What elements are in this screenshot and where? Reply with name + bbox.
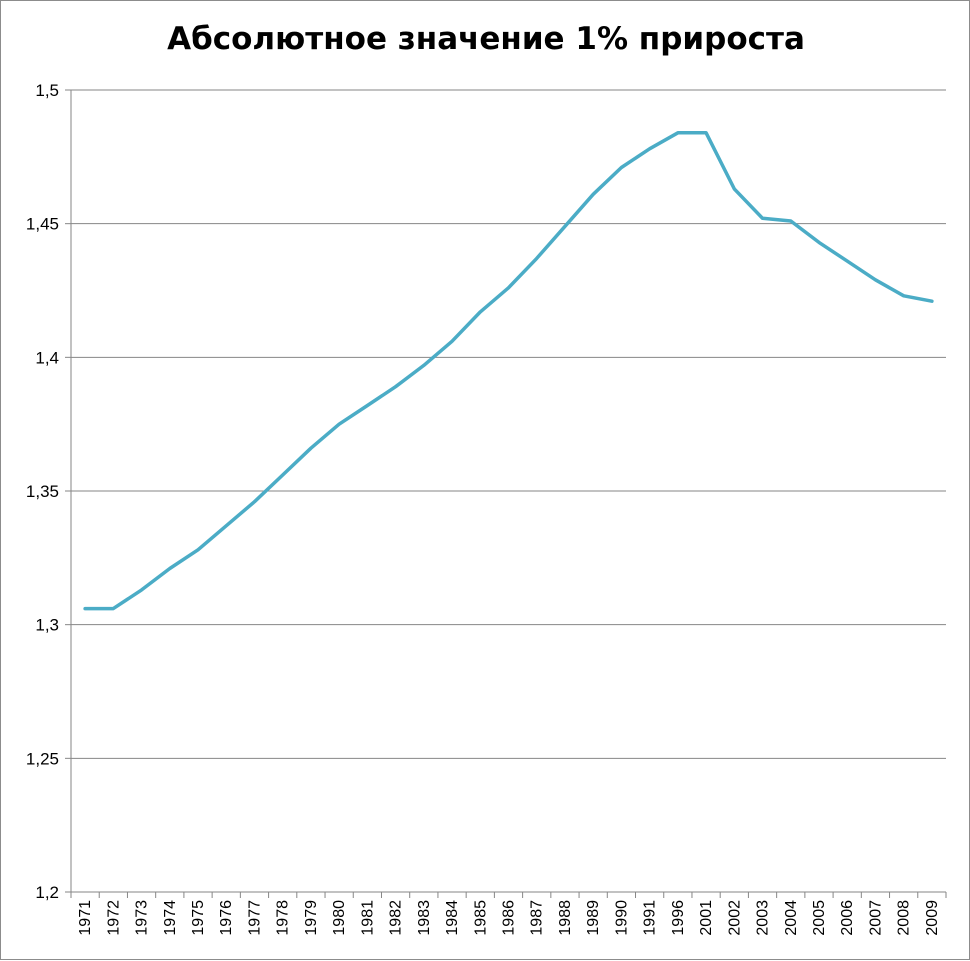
y-tick-label: 1,4 bbox=[35, 348, 59, 367]
series-line bbox=[83, 131, 934, 611]
data-point bbox=[224, 524, 228, 528]
x-tick-label: 1988 bbox=[557, 900, 574, 936]
x-tick-label: 1974 bbox=[162, 900, 179, 936]
data-point bbox=[902, 294, 906, 298]
x-tick-label: 1991 bbox=[642, 900, 659, 936]
x-tick-label: 1980 bbox=[331, 900, 348, 936]
x-tick-label: 1989 bbox=[585, 900, 602, 936]
data-point bbox=[507, 286, 511, 290]
data-point bbox=[309, 446, 313, 450]
x-tick-label: 2004 bbox=[783, 900, 800, 936]
x-tick-label: 1983 bbox=[416, 900, 433, 936]
data-point bbox=[873, 278, 877, 282]
data-point bbox=[281, 473, 285, 477]
x-tick-label: 1996 bbox=[670, 900, 687, 936]
x-tick-label: 1987 bbox=[529, 900, 546, 936]
x-tick-label: 2001 bbox=[698, 900, 715, 936]
x-tick-label: 1986 bbox=[501, 900, 518, 936]
data-point bbox=[591, 192, 595, 196]
y-tick-label: 1,2 bbox=[35, 883, 59, 902]
data-point bbox=[394, 385, 398, 389]
data-point bbox=[478, 310, 482, 314]
data-point bbox=[168, 567, 172, 571]
chart-title: Абсолютное значение 1% прироста bbox=[167, 21, 805, 57]
x-tick-label: 1978 bbox=[275, 900, 292, 936]
x-tick-label: 1971 bbox=[77, 900, 94, 936]
data-point bbox=[535, 256, 539, 260]
y-tick-label: 1,5 bbox=[35, 81, 59, 100]
data-point bbox=[789, 219, 793, 223]
data-point bbox=[704, 131, 708, 135]
y-tick-label: 1,3 bbox=[35, 616, 59, 635]
data-point bbox=[252, 500, 256, 504]
data-point bbox=[761, 216, 765, 220]
data-point bbox=[930, 299, 934, 303]
x-tick-label: 1984 bbox=[444, 900, 461, 936]
data-point bbox=[648, 147, 652, 151]
x-tick-label: 1982 bbox=[388, 900, 405, 936]
x-tick-label: 1985 bbox=[472, 900, 489, 936]
x-tick-label: 2002 bbox=[726, 900, 743, 936]
x-tick-label: 1972 bbox=[105, 900, 122, 936]
data-point bbox=[817, 240, 821, 244]
x-tick-label: 2005 bbox=[811, 900, 828, 936]
x-tick-label: 2007 bbox=[867, 900, 884, 936]
data-point bbox=[450, 339, 454, 343]
data-point bbox=[365, 403, 369, 407]
x-tick-label: 1981 bbox=[359, 900, 376, 936]
x-tick-label: 1975 bbox=[190, 900, 207, 936]
data-point bbox=[732, 187, 736, 191]
y-tick-label: 1,25 bbox=[26, 749, 59, 768]
data-point bbox=[337, 422, 341, 426]
data-point bbox=[83, 607, 87, 611]
x-tick-label: 2009 bbox=[924, 900, 941, 936]
x-tick-label: 1977 bbox=[246, 900, 263, 936]
y-tick-label: 1,35 bbox=[26, 482, 59, 501]
x-tick-label: 1976 bbox=[218, 900, 235, 936]
y-tick-label: 1,45 bbox=[26, 215, 59, 234]
x-tick-label: 1973 bbox=[134, 900, 151, 936]
data-point bbox=[422, 363, 426, 367]
x-tick-label: 1979 bbox=[303, 900, 320, 936]
x-tick-label: 1990 bbox=[613, 900, 630, 936]
data-point bbox=[619, 166, 623, 170]
data-point bbox=[845, 259, 849, 263]
data-point bbox=[676, 131, 680, 135]
data-point bbox=[563, 224, 567, 228]
data-point bbox=[196, 548, 200, 552]
x-tick-label: 2006 bbox=[839, 900, 856, 936]
x-tick-label: 2003 bbox=[755, 900, 772, 936]
data-point bbox=[140, 588, 144, 592]
x-tick-label: 2008 bbox=[896, 900, 913, 936]
data-point bbox=[111, 607, 115, 611]
